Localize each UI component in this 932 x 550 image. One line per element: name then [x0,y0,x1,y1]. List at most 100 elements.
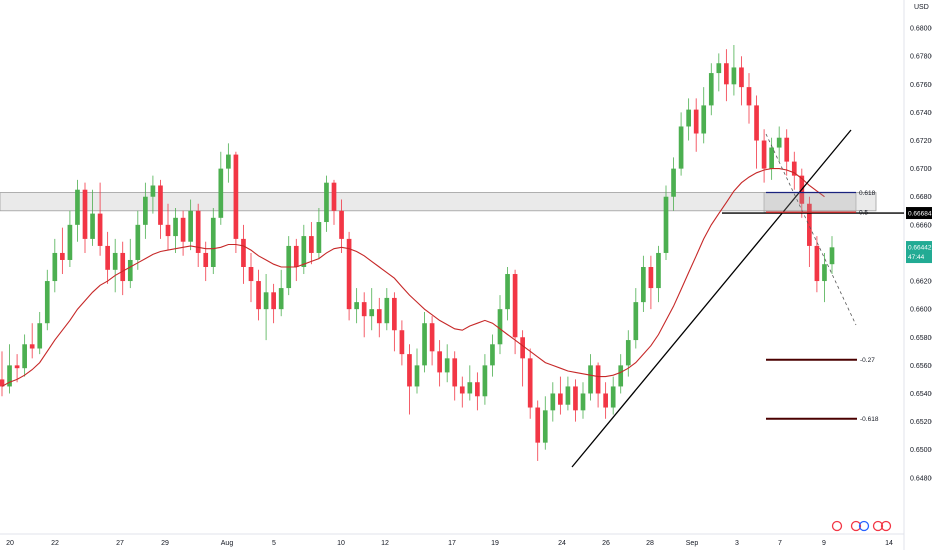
flag-icon [831,520,843,532]
candle [565,376,571,411]
fib-level-label: 0.618 [859,190,876,197]
candle [316,207,322,259]
candle [814,236,820,293]
candle [588,354,593,401]
candle [135,210,141,270]
flag-icon [858,520,870,532]
candle [286,236,292,296]
candle [127,238,133,289]
candle [369,288,375,331]
candle [105,231,110,284]
candle [573,379,578,422]
tradingview-logo [831,520,892,532]
candle [535,400,541,461]
current-price-text: 0.66442 [908,245,932,252]
candle [256,269,261,321]
candle [633,288,639,349]
retracement-box [763,192,857,213]
fib-level-label: -0.27 [860,357,875,364]
x-tick-label: 29 [161,540,169,547]
candle [120,241,126,296]
candle [505,267,510,321]
candle [392,292,397,352]
x-tick-label: 5 [272,540,276,547]
candle [52,238,58,293]
flag-icon [880,520,892,532]
candle [761,129,767,183]
candle [0,351,5,397]
candle [339,199,344,253]
candle [497,295,503,355]
candle [173,207,178,253]
x-tick-label: Sep [686,540,699,547]
candle [14,354,20,383]
x-tick-label: 28 [646,540,654,547]
candle [452,351,458,401]
candle [550,382,556,422]
candle [610,376,616,415]
candle [731,44,737,96]
candle [361,292,367,338]
trendline[interactable] [571,129,852,468]
candle [90,189,95,246]
candle [195,203,201,267]
currency-label: USD [914,4,929,11]
candle [188,199,193,251]
candle [490,334,495,377]
candle [829,236,835,275]
candle [686,98,691,141]
candle [671,157,676,211]
fib-extension-levels: 0.618 0.5 -0.27 -0.618 [766,190,879,423]
candle [595,362,601,408]
candle [210,207,216,275]
candle [580,382,586,419]
time-axis[interactable]: 20 22 27 29 Aug 5 10 12 17 19 24 26 28 Sep 3 7 9 14 [6,540,893,547]
resistance-zone [0,192,877,212]
countdown-text: 47:44 [908,254,925,261]
candle [708,63,714,116]
candle [444,344,450,383]
candle [542,396,548,450]
x-tick-label: 19 [491,540,499,547]
candle [776,126,782,162]
x-tick-label: 24 [558,540,566,547]
candle [558,376,563,415]
candle [150,175,156,214]
level-price-text: 0.66684 [908,211,932,218]
candle [625,330,631,377]
candle [807,196,812,267]
candle [331,179,337,225]
projection-dashed-line[interactable] [765,133,857,326]
x-tick-label: 22 [51,540,59,547]
candle [158,179,163,239]
candle [527,348,533,419]
candle [7,344,12,394]
candle [37,311,43,355]
candle [324,175,329,232]
candle [309,222,314,265]
x-tick-label: 3 [735,540,739,547]
x-tick-label: 17 [448,540,456,547]
candle [143,182,148,239]
candle [656,245,661,303]
candle [701,87,707,144]
y-tick-label: 0.64800 [910,475,932,482]
candle [422,311,427,373]
candle [248,252,254,303]
candle [233,151,239,253]
candle [678,112,684,176]
candle [60,227,65,275]
candle [769,137,774,180]
